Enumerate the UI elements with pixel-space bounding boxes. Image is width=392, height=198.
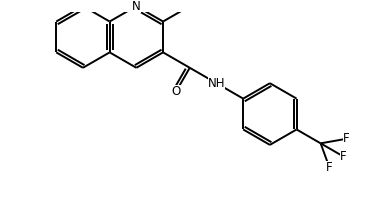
Text: N: N xyxy=(132,0,141,13)
Text: F: F xyxy=(326,162,333,174)
Text: F: F xyxy=(340,150,347,163)
Text: NH: NH xyxy=(208,77,225,90)
Text: F: F xyxy=(343,132,350,145)
Text: O: O xyxy=(171,85,181,98)
